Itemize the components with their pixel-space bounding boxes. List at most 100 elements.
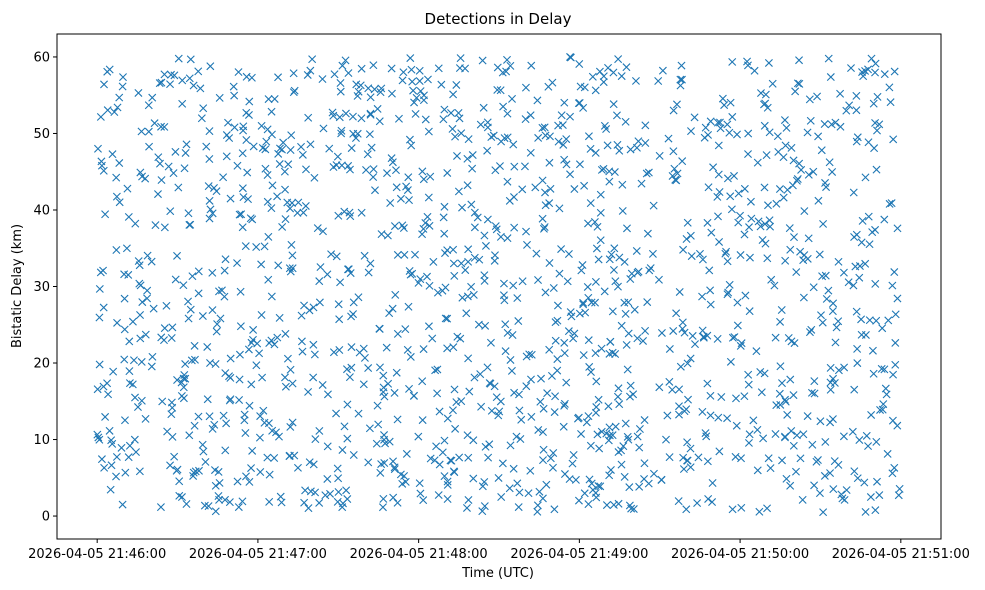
data-point [104, 390, 113, 399]
data-point [219, 173, 228, 182]
data-point [848, 427, 857, 436]
data-point [203, 342, 212, 351]
data-point [706, 391, 715, 400]
data-point [93, 144, 102, 153]
data-point [891, 338, 900, 347]
data-point [565, 475, 574, 484]
data-point [236, 287, 245, 296]
data-point [419, 224, 428, 233]
data-point [757, 388, 766, 397]
data-point [527, 412, 536, 421]
data-point [440, 105, 449, 114]
data-point [461, 266, 470, 275]
data-point [398, 221, 407, 230]
data-point [714, 212, 722, 221]
data-point [680, 328, 689, 337]
data-point [274, 149, 283, 158]
data-point [715, 237, 724, 246]
data-point [288, 198, 297, 207]
data-point [247, 464, 256, 473]
data-point [614, 499, 623, 508]
data-point [799, 430, 808, 439]
data-point [425, 281, 434, 290]
data-point [789, 441, 798, 450]
data-point [134, 88, 143, 97]
data-point [156, 503, 165, 512]
data-point [744, 129, 753, 138]
data-point [551, 392, 560, 401]
data-point [501, 347, 510, 356]
data-point [462, 503, 471, 512]
data-point [94, 433, 103, 442]
data-point [839, 432, 848, 441]
data-point [323, 270, 332, 279]
data-point [95, 360, 104, 369]
data-point [566, 52, 575, 61]
data-point [424, 127, 433, 136]
data-point [503, 55, 511, 64]
data-point [510, 162, 519, 171]
data-point [351, 134, 360, 143]
data-point [579, 300, 588, 309]
data-point [609, 100, 618, 109]
data-point [280, 167, 289, 176]
data-point [458, 293, 467, 302]
data-point [226, 354, 235, 363]
data-point [112, 472, 121, 481]
data-point [179, 383, 188, 392]
data-point [173, 376, 182, 385]
data-point [824, 54, 833, 63]
data-point [828, 307, 837, 316]
data-point [247, 380, 256, 389]
data-point [549, 449, 558, 457]
data-point [318, 380, 327, 389]
data-point [714, 141, 723, 150]
data-point [740, 184, 749, 193]
data-point [773, 132, 782, 141]
data-point [623, 365, 632, 374]
data-point [245, 477, 254, 486]
data-point [723, 290, 732, 299]
data-point [469, 436, 478, 445]
data-point [880, 365, 889, 374]
data-point [120, 325, 129, 334]
data-point [839, 268, 848, 277]
data-point [785, 224, 794, 233]
data-point [433, 288, 442, 297]
data-point [570, 185, 579, 194]
plot-frame [56, 33, 942, 540]
data-point [871, 68, 880, 77]
data-point [714, 413, 723, 422]
data-point [706, 117, 715, 126]
data-point [760, 183, 769, 192]
data-point [539, 456, 547, 465]
data-point [373, 104, 382, 113]
data-point [281, 382, 290, 391]
data-point [244, 195, 252, 204]
data-point [117, 443, 126, 452]
data-point [403, 345, 412, 354]
data-point [891, 360, 900, 369]
data-point [810, 377, 819, 386]
data-point [590, 218, 599, 226]
data-point [586, 368, 595, 377]
data-point [770, 281, 779, 290]
y-axis-label: Bistatic Delay (km) [10, 224, 25, 348]
data-point [267, 336, 276, 345]
data-point [548, 463, 557, 472]
data-point [723, 414, 732, 423]
data-point [166, 461, 175, 470]
data-point [415, 66, 424, 75]
data-point [486, 338, 495, 347]
data-point [645, 266, 654, 275]
data-point [602, 429, 611, 438]
data-point [826, 418, 835, 427]
data-point [655, 151, 664, 160]
data-point [113, 103, 122, 112]
data-point [405, 196, 414, 205]
data-point [238, 223, 247, 232]
data-point [514, 317, 523, 326]
data-point [551, 336, 560, 345]
data-point [267, 130, 276, 139]
x-axis-ticks: 2026-04-05 21:46:00 2026-04-05 21:47:00 20… [28, 539, 970, 562]
